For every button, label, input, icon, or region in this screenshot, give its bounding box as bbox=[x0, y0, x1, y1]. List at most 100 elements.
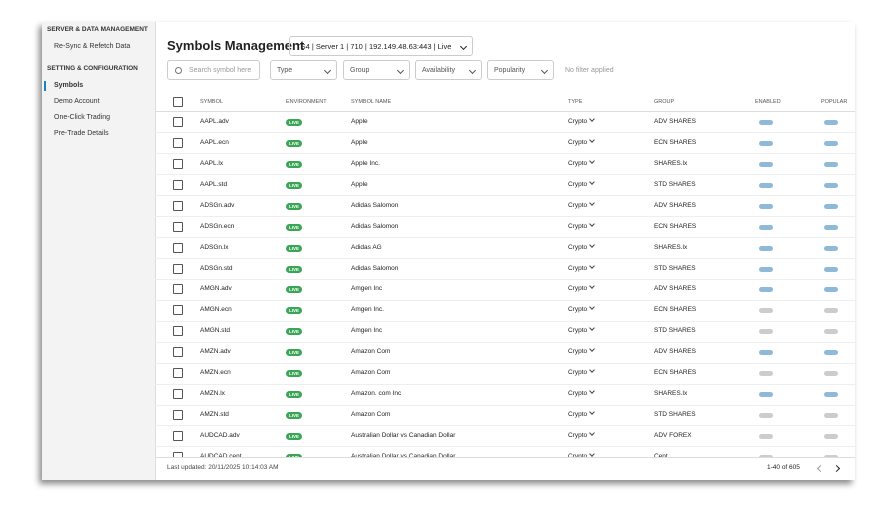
enabled-toggle[interactable] bbox=[759, 433, 773, 439]
enabled-toggle[interactable] bbox=[759, 287, 773, 293]
nav-item[interactable]: Demo Account bbox=[54, 98, 100, 105]
popular-toggle[interactable] bbox=[824, 245, 838, 251]
type-label: Crypto bbox=[568, 118, 588, 125]
row-checkbox[interactable] bbox=[173, 305, 183, 316]
row-checkbox[interactable] bbox=[173, 410, 183, 421]
popular-toggle[interactable] bbox=[824, 120, 838, 125]
popular-toggle[interactable] bbox=[824, 287, 838, 293]
row-checkbox[interactable] bbox=[173, 430, 183, 441]
filter-dropdown[interactable]: Group bbox=[343, 60, 410, 80]
enabled-toggle[interactable] bbox=[759, 161, 773, 167]
popular-toggle[interactable] bbox=[824, 308, 838, 314]
type-label: Crypto bbox=[568, 159, 588, 167]
row-checkbox[interactable] bbox=[173, 221, 183, 232]
row-checkbox[interactable] bbox=[173, 117, 183, 127]
enabled-toggle[interactable] bbox=[759, 350, 773, 356]
enabled-toggle[interactable] bbox=[759, 371, 773, 377]
popular-toggle[interactable] bbox=[824, 350, 838, 356]
enabled-toggle[interactable] bbox=[759, 266, 773, 272]
enabled-toggle[interactable] bbox=[759, 203, 773, 209]
row-checkbox[interactable] bbox=[173, 326, 183, 337]
popular-toggle[interactable] bbox=[824, 182, 838, 188]
type-select[interactable]: Crypto bbox=[568, 304, 595, 313]
row-checkbox[interactable] bbox=[173, 158, 183, 169]
type-select[interactable]: Crypto bbox=[568, 199, 595, 209]
popular-toggle[interactable] bbox=[824, 161, 838, 167]
popular-toggle[interactable] bbox=[824, 413, 838, 419]
popular-toggle[interactable] bbox=[824, 224, 838, 230]
popular-toggle[interactable] bbox=[824, 433, 838, 439]
nav-item[interactable]: Pre-Trade Details bbox=[54, 130, 109, 137]
type-select[interactable]: Crypto bbox=[568, 178, 595, 188]
enabled-toggle[interactable] bbox=[759, 308, 773, 314]
popular-toggle[interactable] bbox=[824, 140, 838, 146]
type-select[interactable]: Crypto bbox=[568, 220, 595, 230]
row-checkbox[interactable] bbox=[173, 284, 183, 295]
popular-toggle[interactable] bbox=[824, 266, 838, 272]
server-select[interactable]: TS4 | Server 1 | 710 | 192.149.48.63:443… bbox=[289, 36, 473, 56]
popular-toggle[interactable] bbox=[824, 371, 838, 377]
row-checkbox[interactable] bbox=[173, 389, 183, 400]
symbol: ADSGn.std bbox=[200, 264, 233, 272]
nav-item[interactable]: Symbols bbox=[54, 82, 84, 89]
type-select[interactable]: Crypto bbox=[568, 367, 595, 376]
enabled-toggle[interactable] bbox=[759, 224, 773, 230]
popular-toggle[interactable] bbox=[824, 454, 838, 457]
chevron bbox=[589, 304, 595, 311]
row-checkbox[interactable] bbox=[173, 242, 183, 253]
type-select[interactable]: Crypto bbox=[568, 116, 595, 125]
prev-page[interactable] bbox=[816, 464, 825, 473]
symbol-name: Adidas Salomon bbox=[351, 201, 399, 209]
next-page[interactable] bbox=[832, 464, 841, 473]
type-select[interactable]: Crypto bbox=[568, 283, 595, 292]
enabled-toggle[interactable] bbox=[759, 392, 773, 398]
row-divider bbox=[155, 425, 855, 427]
symbol-name: Amazon. com Inc bbox=[351, 390, 402, 398]
search-input[interactable]: Search symbol here bbox=[167, 60, 260, 80]
popular-toggle[interactable] bbox=[824, 203, 838, 209]
enabled-toggle[interactable] bbox=[759, 413, 773, 419]
type-select[interactable]: Crypto bbox=[568, 158, 595, 167]
nav-item[interactable]: One-Click Trading bbox=[54, 114, 111, 121]
popular-toggle[interactable] bbox=[824, 329, 838, 335]
type-select[interactable]: Crypto bbox=[568, 346, 595, 355]
type-select[interactable]: Crypto bbox=[568, 241, 595, 251]
enabled-toggle[interactable] bbox=[759, 245, 773, 251]
environment-badge: LIVE bbox=[286, 265, 303, 273]
type-select[interactable]: Crypto bbox=[568, 388, 595, 397]
enabled-toggle[interactable] bbox=[759, 120, 773, 125]
type-select[interactable]: Crypto bbox=[568, 409, 595, 419]
filter-dropdown[interactable]: Popularity bbox=[487, 60, 554, 80]
enabled-toggle[interactable] bbox=[759, 454, 773, 457]
row-checkbox[interactable] bbox=[173, 451, 183, 457]
type-select[interactable]: Crypto bbox=[568, 430, 595, 439]
type-select[interactable]: Crypto bbox=[568, 325, 595, 334]
table: SYMBOL ENVIRONMENT SYMBOL NAME TYPE GROUP ENA… bbox=[42, 90, 855, 457]
symbol: AMZN.ecn bbox=[200, 369, 231, 377]
column-header: SYMBOL bbox=[200, 99, 223, 105]
row-checkbox[interactable] bbox=[173, 347, 183, 358]
type-label: Crypto bbox=[568, 411, 588, 419]
row-checkbox[interactable] bbox=[173, 179, 183, 190]
filter-dropdown[interactable]: Availability bbox=[415, 60, 482, 80]
enabled-toggle[interactable] bbox=[759, 182, 773, 188]
environment-badge: LIVE bbox=[286, 453, 303, 457]
type-select[interactable]: Crypto bbox=[568, 451, 595, 457]
filter-dropdown[interactable]: Type bbox=[270, 60, 337, 80]
type-select[interactable]: Crypto bbox=[568, 137, 595, 146]
chevron bbox=[589, 116, 595, 122]
type-select[interactable]: Crypto bbox=[568, 262, 595, 272]
select-all-checkbox[interactable] bbox=[173, 97, 183, 107]
chevron bbox=[589, 241, 595, 248]
nav-item[interactable]: Re-Sync & Refetch Data bbox=[54, 43, 131, 50]
row-checkbox[interactable] bbox=[173, 263, 183, 274]
enabled-toggle[interactable] bbox=[759, 140, 773, 146]
group: ECN SHARES bbox=[654, 222, 697, 230]
row-checkbox[interactable] bbox=[173, 137, 183, 148]
row-checkbox[interactable] bbox=[173, 368, 183, 379]
search-icon bbox=[175, 67, 182, 74]
row-checkbox[interactable] bbox=[173, 200, 183, 211]
popular-toggle[interactable] bbox=[824, 392, 838, 398]
enabled-toggle[interactable] bbox=[759, 329, 773, 335]
symbol-name: Apple bbox=[351, 180, 368, 188]
